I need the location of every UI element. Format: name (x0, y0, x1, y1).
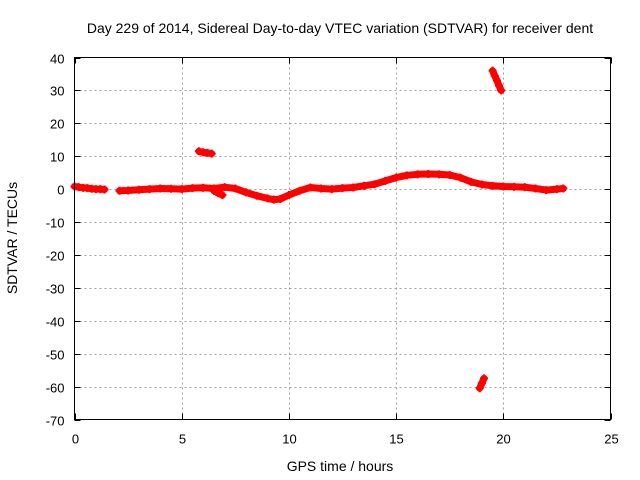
data-point (327, 185, 336, 194)
data-point (188, 184, 197, 193)
data-point (520, 183, 529, 192)
y-tick-label: -20 (46, 249, 65, 264)
y-tick-label: 20 (50, 117, 64, 132)
data-point (467, 177, 476, 186)
data-point (381, 176, 390, 185)
data-point (413, 170, 422, 179)
y-tick-label: 10 (50, 150, 64, 165)
data-point (542, 186, 551, 195)
data-point (497, 86, 506, 95)
data-point (492, 76, 501, 85)
y-tick-label: 30 (50, 84, 64, 99)
data-series (209, 186, 227, 200)
x-axis-label: GPS time / hours (287, 458, 394, 474)
data-point (456, 173, 465, 182)
data-point (475, 384, 484, 393)
data-point (242, 188, 251, 197)
data-point (349, 183, 358, 192)
data-point (295, 186, 304, 195)
data-point (370, 180, 379, 189)
data-point (477, 379, 486, 388)
data-point (359, 181, 368, 190)
x-tick-label: 5 (179, 432, 186, 447)
data-point (218, 191, 227, 200)
y-tick-label: -70 (46, 414, 65, 429)
data-point (115, 186, 124, 195)
data-point (338, 184, 347, 193)
x-tick-label: 15 (389, 432, 403, 447)
data-point (531, 184, 540, 193)
data-point (559, 184, 568, 193)
y-tick-label: -40 (46, 315, 65, 330)
data-point (134, 185, 143, 194)
data-point (252, 191, 261, 200)
series-trace (116, 170, 567, 204)
data-point (284, 191, 293, 200)
data-point (177, 185, 186, 194)
data-point (306, 183, 315, 192)
data-point (317, 184, 326, 193)
x-tick-label: 25 (604, 432, 618, 447)
chart-title: Day 229 of 2014, Sidereal Day-to-day VTE… (87, 20, 593, 36)
data-point (166, 184, 175, 193)
data-point (424, 169, 433, 178)
data-point (145, 185, 154, 194)
y-axis-label: SDTVAR / TECUs (4, 182, 20, 294)
data-series (70, 182, 109, 194)
data-point (480, 374, 489, 383)
data-series (194, 147, 216, 158)
data-point (220, 183, 229, 192)
data-point (392, 173, 401, 182)
data-point (199, 183, 208, 192)
grid (74, 57, 611, 420)
data-point (490, 71, 499, 80)
data-point (445, 170, 454, 179)
data-point (477, 180, 486, 189)
y-tick-label: -60 (46, 381, 65, 396)
data-point (495, 81, 504, 90)
y-tick-label: -30 (46, 282, 65, 297)
tick-labels: 0 5 10 15 20 25 -70 -60 -50 -40 -30 -20 -10 0 10 20 30 40 (46, 52, 619, 447)
data-point (214, 189, 223, 198)
data-point (124, 186, 133, 195)
plot-frame (74, 57, 611, 420)
y-tick-label: -10 (46, 216, 65, 231)
data-point (156, 184, 165, 193)
x-tick-label: 0 (72, 432, 79, 447)
data-point (207, 149, 216, 158)
x-tick-label: 10 (282, 432, 296, 447)
y-tick-label: -50 (46, 348, 65, 363)
data-point (209, 186, 218, 195)
data-point (488, 181, 497, 190)
data-point (510, 182, 519, 191)
data-series (475, 374, 489, 393)
y-tick-label: 40 (50, 52, 64, 67)
data-series (115, 169, 568, 204)
data-point (100, 185, 109, 194)
y-tick-label: 0 (57, 183, 64, 198)
data-point (499, 182, 508, 191)
data-series (488, 66, 506, 95)
data-point (434, 170, 443, 179)
data-point (488, 66, 497, 75)
data-point (402, 171, 411, 180)
data-point (231, 184, 240, 193)
data-point (263, 194, 272, 203)
ticks (74, 57, 612, 421)
data-point (276, 195, 285, 204)
x-tick-label: 20 (496, 432, 510, 447)
data-points (70, 66, 568, 393)
